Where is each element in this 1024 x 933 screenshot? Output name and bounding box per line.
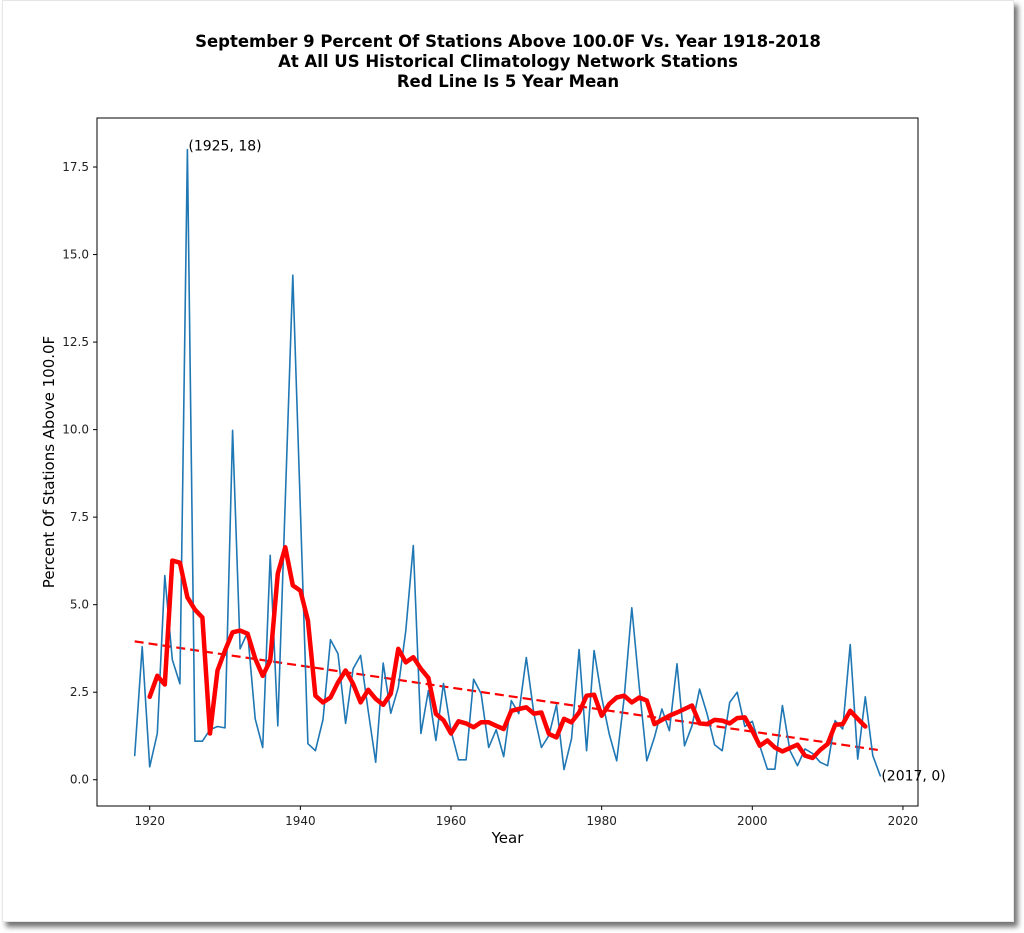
y-tick-label: 15.0 <box>62 248 89 262</box>
y-tick-label: 12.5 <box>62 335 89 349</box>
x-tick-label: 1960 <box>436 814 467 828</box>
chart-frame <box>2 0 1014 922</box>
chart-title: September 9 Percent Of Stations Above 10… <box>0 32 1016 92</box>
annotation-min: (2017, 0) <box>881 769 945 785</box>
y-tick-label: 2.5 <box>70 685 89 699</box>
title-line-3: Red Line Is 5 Year Mean <box>396 72 620 91</box>
y-tick-label: 7.5 <box>70 510 89 524</box>
annotation-max: (1925, 18) <box>188 139 261 155</box>
axes-frame <box>96 117 919 807</box>
title-line-2: At All US Historical Climatology Network… <box>278 52 738 71</box>
annotations: (1925, 18) (2017, 0) <box>188 139 945 785</box>
5-year-mean-line <box>147 545 868 761</box>
y-tick-label: 17.5 <box>62 160 89 174</box>
y-tick-label: 0.0 <box>70 773 89 787</box>
x-tick-label: 1940 <box>285 814 316 828</box>
title-line-1: September 9 Percent Of Stations Above 10… <box>195 32 821 51</box>
x-tick-label: 2020 <box>888 814 919 828</box>
x-axis: 1920 1940 1960 1980 2000 2020 <box>134 806 918 828</box>
x-axis-label: Year <box>491 829 525 847</box>
y-tick-label: 5.0 <box>70 598 89 612</box>
x-tick-label: 2000 <box>737 814 768 828</box>
y-axis-label: Percent Of Stations Above 100.0F <box>40 336 58 588</box>
y-tick-label: 10.0 <box>62 423 89 437</box>
x-tick-label: 1980 <box>586 814 617 828</box>
y-axis: 0.0 2.5 5.0 7.5 10.0 12.5 15.0 17.5 <box>62 160 97 787</box>
x-tick-label: 1920 <box>134 814 165 828</box>
series-layer <box>133 148 882 777</box>
percent-series-line <box>133 148 882 777</box>
